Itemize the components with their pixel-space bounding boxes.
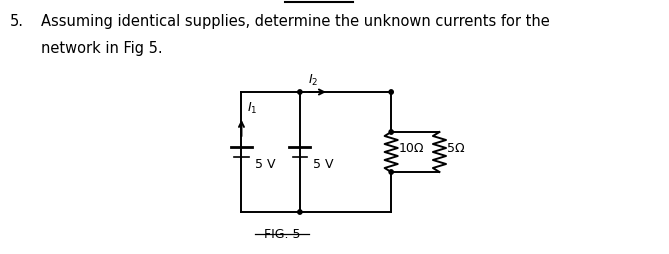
Circle shape bbox=[389, 90, 393, 94]
Text: $I_1$: $I_1$ bbox=[248, 101, 258, 116]
Text: network in Fig 5.: network in Fig 5. bbox=[41, 41, 162, 56]
Circle shape bbox=[389, 130, 393, 134]
Text: 5 V: 5 V bbox=[255, 158, 276, 171]
Text: 5 V: 5 V bbox=[313, 158, 334, 171]
Text: 10Ω: 10Ω bbox=[399, 142, 424, 155]
Text: 5Ω: 5Ω bbox=[447, 142, 465, 155]
Text: $I_2$: $I_2$ bbox=[308, 73, 318, 88]
Circle shape bbox=[389, 170, 393, 174]
Circle shape bbox=[298, 210, 302, 214]
Text: Assuming identical supplies, determine the unknown currents for the: Assuming identical supplies, determine t… bbox=[41, 14, 549, 29]
Circle shape bbox=[298, 90, 302, 94]
Text: 5.: 5. bbox=[9, 14, 23, 29]
Text: FIG. 5: FIG. 5 bbox=[264, 228, 300, 241]
